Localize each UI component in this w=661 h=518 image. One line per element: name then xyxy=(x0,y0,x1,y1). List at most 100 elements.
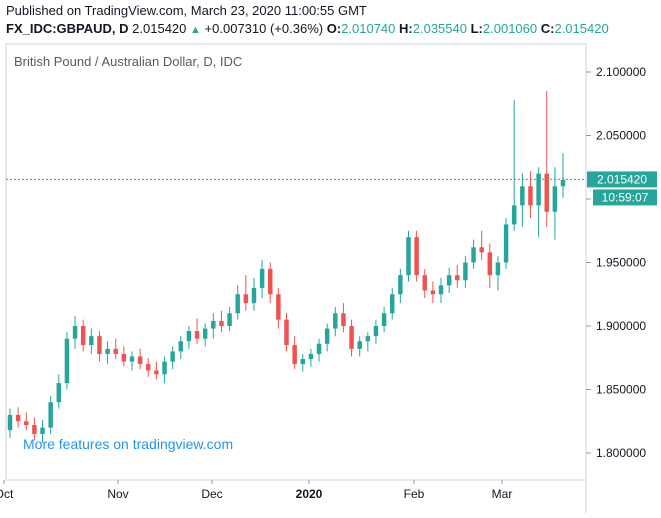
candle-body xyxy=(211,320,216,329)
chart-area[interactable]: 2.1000002.0500002.0000001.9500001.900000… xyxy=(0,42,661,513)
candle-body xyxy=(129,356,135,362)
candle xyxy=(276,287,281,329)
candle xyxy=(7,408,13,438)
chart-header: Published on TradingView.com, March 23, … xyxy=(0,0,661,42)
candle xyxy=(536,167,541,238)
candle xyxy=(373,319,379,344)
candle-body xyxy=(430,290,436,295)
symbol-label[interactable]: FX_IDC:GBPAUD, D xyxy=(6,21,129,36)
candle-body xyxy=(365,336,371,342)
candle-body xyxy=(72,326,78,339)
candle xyxy=(259,259,265,299)
chart-title: British Pound / Australian Dollar, D, ID… xyxy=(14,54,242,69)
published-note: Published on TradingView.com, March 23, … xyxy=(6,3,367,18)
candle xyxy=(455,265,460,288)
candle xyxy=(422,268,427,299)
candle xyxy=(194,318,200,344)
candle xyxy=(15,407,21,428)
candle xyxy=(528,171,533,219)
time-tick-label: Mar xyxy=(492,487,513,501)
candle xyxy=(40,419,45,443)
plot-frame xyxy=(5,43,587,481)
candle xyxy=(64,332,70,390)
candle-body xyxy=(503,224,509,263)
candle xyxy=(219,310,224,333)
candle-body xyxy=(495,262,501,276)
candle xyxy=(308,348,314,367)
open-label: O: xyxy=(326,21,342,36)
close-value: 2.015420 xyxy=(554,21,609,36)
candle xyxy=(381,306,387,333)
candle-body xyxy=(398,275,403,295)
candle xyxy=(357,336,362,357)
candle xyxy=(211,313,216,339)
candle-body xyxy=(511,205,517,225)
watermark-link[interactable]: More features on tradingview.com xyxy=(23,436,233,452)
candle-body xyxy=(121,353,127,362)
candle xyxy=(146,357,151,377)
candle xyxy=(438,277,444,304)
candle xyxy=(341,303,346,333)
candle-body xyxy=(422,275,427,291)
candle xyxy=(227,306,232,332)
candle-body xyxy=(438,285,444,295)
candle-body xyxy=(97,336,102,354)
price-axis[interactable]: 2.1000002.0500002.0000001.9500001.900000… xyxy=(586,65,646,460)
candle xyxy=(446,267,452,293)
time-tick-label: Dec xyxy=(201,487,222,501)
candle xyxy=(520,173,525,227)
candle-body xyxy=(373,326,379,337)
candle xyxy=(463,256,468,288)
time-tick-label: Oct xyxy=(0,487,14,501)
candle-body xyxy=(227,313,232,326)
price-tick-label: 2.050000 xyxy=(596,129,646,143)
candle xyxy=(398,268,403,304)
candle xyxy=(121,346,127,367)
candle-body xyxy=(24,421,29,426)
candle-body xyxy=(15,414,21,422)
candle xyxy=(129,351,135,371)
candle xyxy=(267,262,273,304)
candle-body xyxy=(292,345,297,365)
candle-body xyxy=(89,336,94,346)
candle-body xyxy=(414,237,419,276)
candle xyxy=(113,338,118,360)
candle xyxy=(154,361,159,380)
candle xyxy=(300,353,306,372)
candle-body xyxy=(64,338,70,384)
candle-body xyxy=(487,252,493,276)
candle-body xyxy=(162,361,167,375)
candle xyxy=(235,285,240,320)
time-axis[interactable]: Oct Nov Dec 2020 Feb Mar xyxy=(0,480,512,501)
price-tick-label: 2.100000 xyxy=(596,65,646,79)
time-tick-label: 2020 xyxy=(296,487,323,501)
candle-body xyxy=(56,383,62,403)
candle xyxy=(479,230,484,260)
candle-body xyxy=(341,313,346,326)
candle xyxy=(97,331,102,362)
candle-body xyxy=(544,173,549,212)
candle xyxy=(178,336,184,360)
candle-body xyxy=(446,275,452,286)
current-price-label: 2.015420 xyxy=(597,172,647,186)
candle-body xyxy=(235,294,240,314)
candle xyxy=(495,256,501,291)
candle-body xyxy=(219,320,224,326)
candle xyxy=(80,319,86,352)
candlestick-chart[interactable]: 2.1000002.0500002.0000001.9500001.900000… xyxy=(0,42,661,513)
candle xyxy=(414,230,419,282)
candle-body xyxy=(113,348,118,354)
candle-body xyxy=(536,173,541,206)
low-value: 2.001060 xyxy=(482,21,538,36)
open-value: 2.010740 xyxy=(341,21,396,36)
candle-body xyxy=(316,343,322,354)
candle-body xyxy=(32,425,37,434)
candle-body xyxy=(333,313,338,329)
candle-body xyxy=(471,247,476,263)
candles xyxy=(7,91,566,443)
candle xyxy=(503,218,509,269)
candle xyxy=(389,287,395,320)
candle-body xyxy=(520,186,525,206)
candle-body xyxy=(194,331,200,339)
candle xyxy=(89,328,94,354)
